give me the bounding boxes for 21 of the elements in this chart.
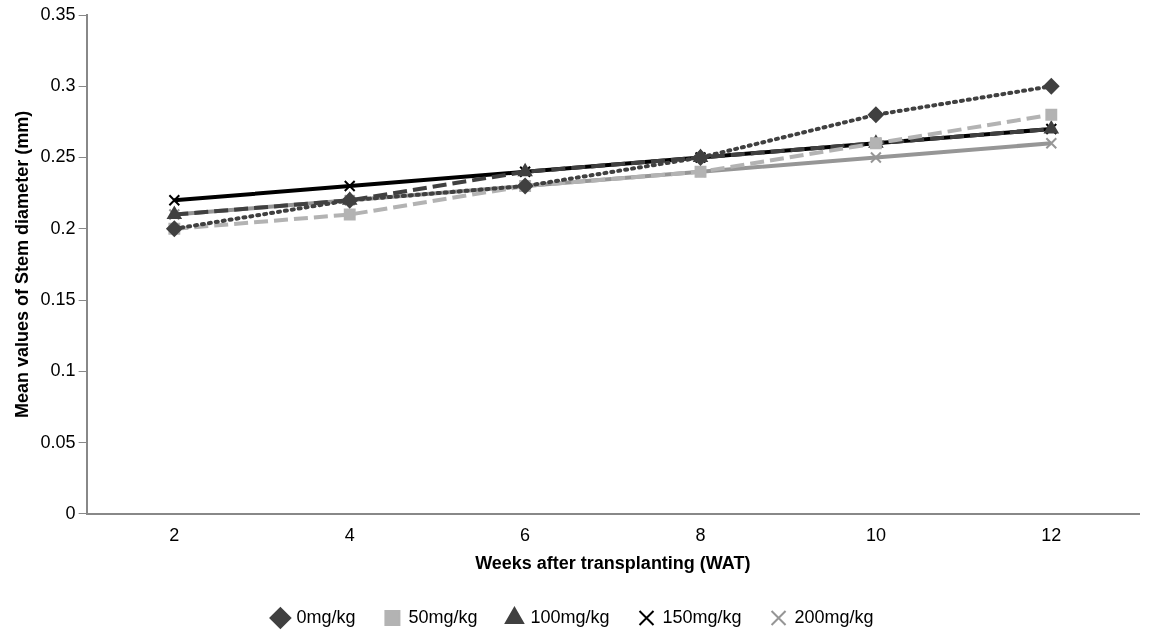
legend-label: 50mg/kg bbox=[408, 606, 478, 627]
legend-label: 200mg/kg bbox=[794, 606, 874, 627]
legend-label: 150mg/kg bbox=[662, 606, 742, 627]
x-tick-label: 6 bbox=[520, 524, 531, 545]
x-tick-label: 12 bbox=[1041, 524, 1062, 545]
y-tick-label: 0.15 bbox=[40, 289, 76, 309]
y-axis-title: Mean values of Stem diameter (mm) bbox=[11, 110, 32, 418]
y-tick-label: 0 bbox=[65, 502, 76, 523]
legend-label: 100mg/kg bbox=[530, 606, 610, 627]
y-tick-label: 0.1 bbox=[50, 360, 76, 381]
y-tick-label: 0.05 bbox=[40, 431, 76, 452]
y-tick-label: 0.2 bbox=[50, 217, 76, 238]
x-axis-title: Weeks after transplanting (WAT) bbox=[475, 553, 751, 574]
y-tick-label: 0.25 bbox=[40, 146, 76, 167]
x-tick-label: 4 bbox=[344, 524, 355, 545]
y-tick-label: 0.3 bbox=[50, 75, 76, 96]
legend-label: 0mg/kg bbox=[296, 606, 356, 627]
x-tick-label: 10 bbox=[865, 524, 886, 545]
x-tick-label: 8 bbox=[695, 524, 706, 545]
x-tick-label: 2 bbox=[169, 524, 180, 545]
y-tick-label: 0.35 bbox=[40, 3, 76, 24]
